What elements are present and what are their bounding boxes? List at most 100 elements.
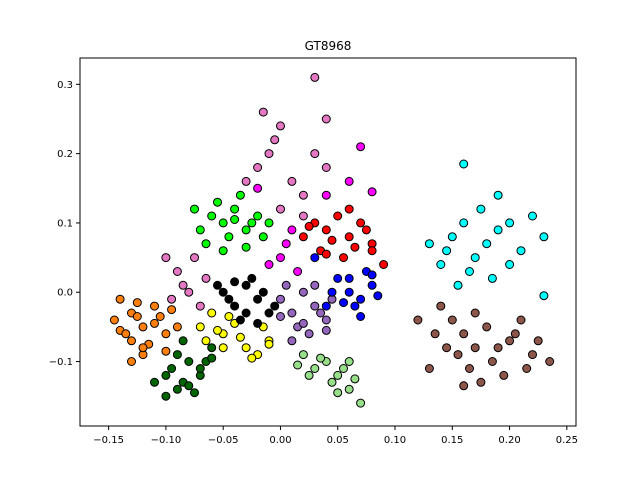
- data-point: [195, 225, 205, 235]
- data-point: [505, 218, 515, 228]
- data-point: [304, 221, 314, 231]
- data-point: [241, 280, 251, 290]
- data-point: [207, 343, 217, 353]
- data-point: [459, 381, 469, 391]
- data-point: [459, 329, 469, 339]
- data-point: [264, 149, 274, 159]
- data-point: [230, 204, 240, 214]
- points-layer: [109, 72, 555, 408]
- data-point: [241, 225, 251, 235]
- data-point: [224, 312, 234, 321]
- data-point: [447, 232, 457, 242]
- x-tick-label: 0.00: [269, 435, 291, 446]
- data-point: [304, 370, 314, 380]
- data-point: [356, 398, 366, 408]
- data-point: [276, 204, 285, 214]
- plot-frame: [79, 57, 577, 427]
- data-point: [470, 343, 480, 353]
- data-point: [447, 315, 457, 325]
- data-point: [264, 308, 274, 318]
- data-point: [476, 377, 486, 387]
- y-axis: −0.1 0.0 0.1 0.2 0.3: [49, 80, 80, 368]
- data-point: [218, 246, 228, 256]
- data-point: [241, 308, 251, 318]
- data-point: [155, 312, 165, 321]
- data-point: [253, 211, 263, 221]
- data-point: [321, 163, 331, 172]
- data-point: [150, 377, 159, 387]
- data-point: [321, 249, 331, 259]
- data-point: [270, 301, 280, 311]
- data-point: [276, 312, 285, 321]
- data-point: [453, 350, 463, 360]
- data-point: [235, 332, 245, 342]
- data-point: [487, 357, 497, 366]
- data-point: [247, 353, 257, 363]
- data-point: [510, 329, 520, 339]
- data-point: [516, 315, 526, 325]
- data-point: [109, 315, 119, 325]
- data-point: [298, 318, 308, 328]
- data-point: [310, 253, 320, 263]
- data-point: [321, 225, 331, 235]
- data-point: [241, 242, 251, 252]
- data-point: [161, 391, 171, 401]
- data-point: [442, 246, 452, 256]
- data-point: [339, 253, 348, 263]
- data-point: [190, 253, 199, 263]
- data-point: [339, 298, 348, 308]
- data-point: [344, 176, 354, 186]
- data-point: [281, 239, 291, 249]
- data-point: [327, 377, 337, 387]
- data-point: [195, 301, 205, 311]
- data-point: [253, 163, 263, 172]
- data-point: [201, 239, 211, 249]
- data-point: [150, 318, 159, 328]
- x-tick-label: 0.05: [327, 435, 349, 446]
- data-point: [539, 232, 549, 242]
- data-point: [115, 294, 125, 304]
- data-point: [241, 176, 251, 186]
- data-point: [476, 204, 486, 214]
- data-point: [470, 253, 480, 263]
- data-point: [264, 218, 274, 228]
- data-point: [344, 287, 354, 297]
- data-point: [161, 370, 171, 380]
- data-point: [310, 149, 320, 159]
- data-point: [310, 364, 320, 373]
- data-point: [270, 135, 280, 145]
- data-point: [459, 218, 469, 228]
- data-point: [321, 315, 331, 325]
- data-point: [235, 315, 245, 325]
- data-point: [350, 242, 360, 252]
- x-tick-label: −0.15: [93, 435, 124, 446]
- data-point: [298, 287, 308, 297]
- x-tick-label: 0.20: [498, 435, 520, 446]
- data-point: [327, 235, 337, 245]
- data-point: [190, 388, 199, 398]
- data-point: [132, 298, 142, 308]
- data-point: [321, 301, 331, 311]
- data-point: [522, 364, 532, 373]
- y-tick-label: 0.0: [57, 288, 73, 299]
- data-point: [344, 273, 354, 283]
- data-point: [528, 350, 537, 360]
- data-point: [213, 325, 222, 335]
- data-point: [258, 232, 268, 242]
- data-point: [436, 260, 446, 269]
- data-point: [470, 308, 480, 318]
- data-point: [367, 246, 377, 256]
- chart-title: GT8968: [305, 39, 352, 53]
- data-point: [430, 329, 440, 339]
- data-point: [344, 204, 354, 214]
- data-point: [350, 374, 360, 384]
- data-point: [333, 388, 343, 398]
- y-tick-label: −0.1: [49, 357, 73, 368]
- data-point: [533, 336, 543, 346]
- data-point: [310, 72, 320, 82]
- data-point: [379, 260, 389, 269]
- data-point: [539, 291, 549, 301]
- data-point: [213, 280, 222, 290]
- data-point: [436, 301, 446, 311]
- data-point: [298, 350, 308, 360]
